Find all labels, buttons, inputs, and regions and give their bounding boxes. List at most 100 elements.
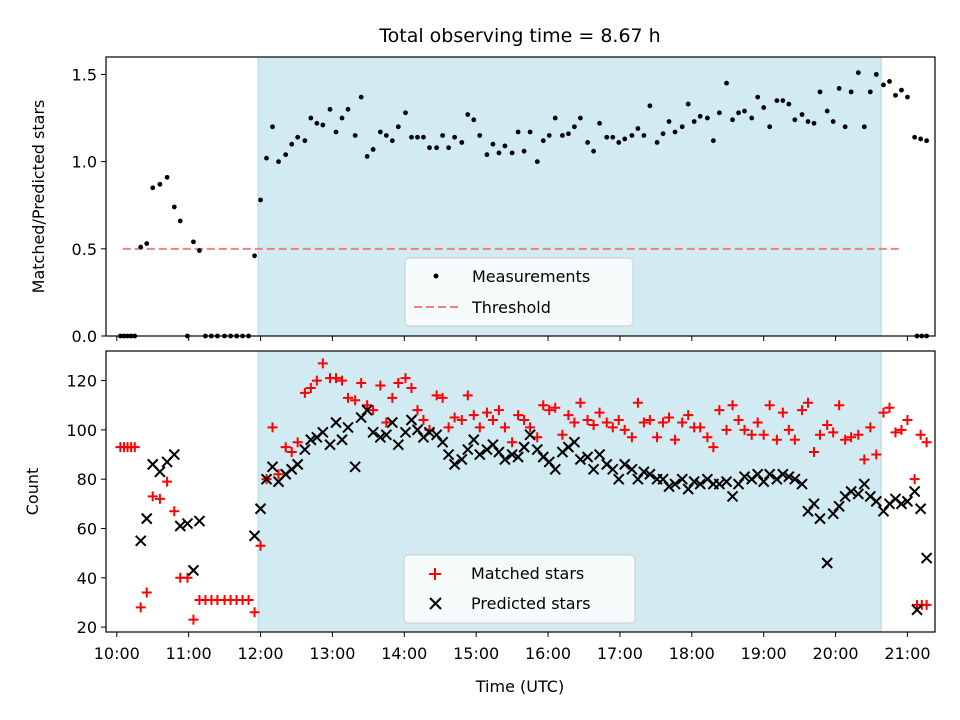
matched-star-point [487, 415, 498, 426]
matched-star-point [777, 407, 788, 418]
predicted-star-point [663, 480, 675, 493]
matched-star-point [493, 405, 504, 416]
measurement-point [370, 147, 376, 152]
measurement-point [157, 181, 163, 187]
matched-star-point [677, 417, 688, 428]
predicted-star-point [399, 426, 412, 439]
matched-star-point [368, 405, 379, 416]
predicted-star-point [581, 451, 594, 463]
measurement-point [358, 94, 364, 100]
predicted-star-point [789, 473, 801, 485]
matched-star-point [702, 432, 713, 443]
predicted-star-point [593, 448, 606, 461]
matched-star-point [249, 607, 260, 618]
measurement-point [434, 145, 440, 151]
predicted-star-point [808, 498, 820, 510]
measurement-point [527, 129, 533, 135]
predicted-star-point [266, 461, 279, 473]
measurement-point [270, 124, 275, 130]
matched-star-point [342, 392, 353, 403]
measurement-point [597, 120, 602, 126]
measurement-point [604, 134, 610, 140]
x-tick-label: 11:00 [166, 644, 212, 663]
measurement-point [471, 117, 477, 123]
predicted-star-point [895, 498, 908, 510]
predicted-star-point [506, 448, 518, 461]
measurement-point [459, 140, 465, 145]
matched-star-point [783, 424, 794, 435]
matched-star-point [626, 432, 637, 443]
measurement-point [534, 159, 540, 165]
predicted-star-point [436, 436, 449, 448]
measurement-point [496, 150, 502, 156]
measurement-point [258, 197, 263, 203]
predicted-star-point [448, 458, 461, 471]
matched-star-point [758, 429, 769, 440]
measurement-point [197, 248, 202, 253]
measurement-point [799, 112, 805, 117]
predicted-star-point [524, 429, 536, 441]
matched-star-point [400, 373, 411, 384]
x-tick-label: 19:00 [741, 644, 787, 663]
predicted-star-point [305, 434, 317, 446]
matched-star-point [582, 415, 593, 426]
matched-star-point [129, 442, 140, 453]
matched-star-point [652, 432, 663, 443]
predicted-star-point [613, 473, 625, 485]
measurement-point [924, 138, 930, 144]
predicted-star-point [299, 443, 311, 456]
measurement-point [177, 218, 183, 224]
matched-star-point [481, 407, 492, 418]
predicted-star-point [920, 552, 933, 564]
measurement-point [171, 204, 177, 210]
predicted-star-point [568, 436, 581, 448]
matched-star-point [752, 417, 763, 428]
matched-star-point [644, 415, 655, 426]
predicted-star-point [908, 485, 921, 498]
measurement-point [679, 124, 685, 130]
measurement-point [861, 124, 867, 130]
predicted-star-point [549, 463, 561, 476]
measurement-point [308, 115, 314, 121]
matched-star-point [362, 400, 373, 411]
measurement-point [421, 134, 426, 140]
ratio-axes-frame [105, 56, 936, 337]
matched-star-point [658, 417, 669, 428]
measurement-point [704, 115, 710, 121]
predicted-star-point [845, 485, 857, 498]
predicted-star-point [174, 520, 186, 532]
predicted-star-point [518, 441, 530, 453]
measurement-point [697, 113, 703, 119]
matched-star-point [243, 594, 254, 605]
matched-star-point [406, 382, 417, 393]
measurement-point [817, 89, 823, 95]
x-tick-label: 20:00 [813, 644, 859, 663]
matched-star-point [714, 405, 725, 416]
measurement-point [490, 141, 496, 147]
ratio-y-ticks: 0.0 0.5 1.0 1.5 [72, 65, 106, 346]
matched-star-point [764, 400, 775, 411]
matched-star-point [814, 429, 825, 440]
measurement-point [724, 80, 729, 86]
measurement-point [629, 133, 635, 138]
matched-star-point [809, 447, 820, 458]
predicted-star-point [168, 448, 180, 461]
matched-star-point [418, 415, 429, 426]
predicted-star-point [852, 488, 865, 500]
legend-measurements-marker [433, 273, 439, 279]
count-y-ticks: 20 40 60 80 100 120 [66, 372, 106, 637]
measurement-point [377, 129, 383, 135]
measurement-point [710, 138, 716, 144]
x-axis-label: Time (UTC) [475, 677, 564, 696]
measurement-point [191, 239, 196, 245]
count-y-tick-label: 60 [77, 519, 97, 538]
legend-threshold-label: Threshold [471, 298, 551, 317]
matched-star-point [299, 387, 310, 398]
measurement-point [484, 152, 490, 158]
count-axes: 20 40 60 80 100 120 10:00 11:00 12:00 13:00 14:00… [23, 350, 936, 696]
measurement-point [252, 253, 257, 259]
ratio-y-label: Matched/Predicted stars [29, 100, 48, 294]
predicted-star-point [738, 471, 751, 483]
predicted-star-point [796, 478, 808, 490]
measurement-point [452, 134, 458, 140]
